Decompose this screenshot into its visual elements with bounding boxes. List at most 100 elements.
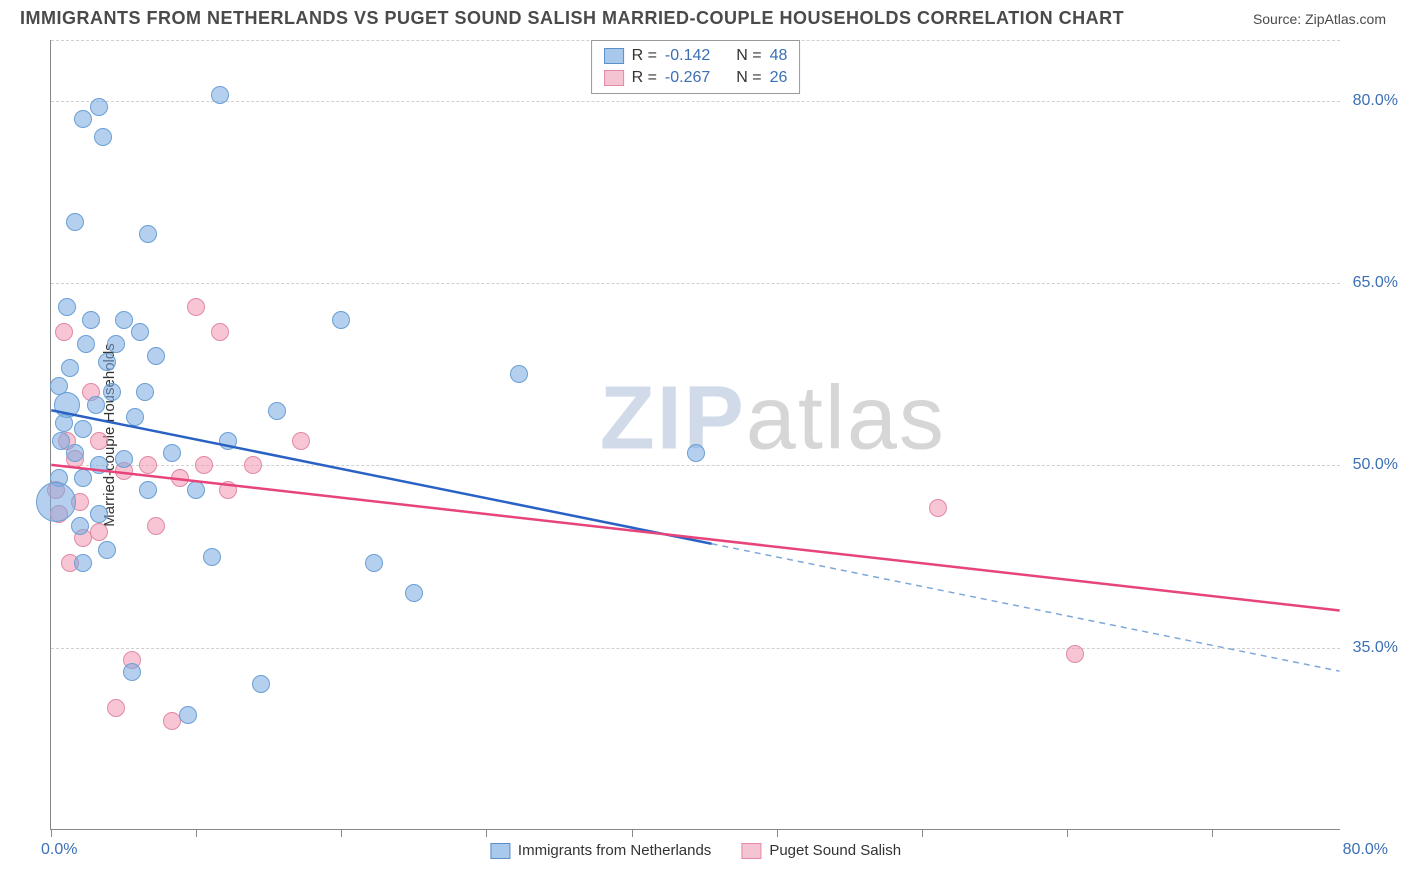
scatter-point — [90, 505, 108, 523]
x-tick — [1212, 829, 1213, 837]
x-tick — [777, 829, 778, 837]
scatter-point — [510, 365, 528, 383]
scatter-point — [55, 414, 73, 432]
scatter-point — [98, 541, 116, 559]
scatter-point — [90, 432, 108, 450]
x-tick — [922, 829, 923, 837]
scatter-point — [126, 408, 144, 426]
scatter-point — [139, 456, 157, 474]
x-tick — [632, 829, 633, 837]
n-label: N = — [736, 69, 761, 87]
scatter-point — [139, 225, 157, 243]
scatter-point — [1066, 645, 1084, 663]
scatter-point — [365, 554, 383, 572]
chart-title: IMMIGRANTS FROM NETHERLANDS VS PUGET SOU… — [20, 8, 1124, 29]
scatter-point — [74, 420, 92, 438]
scatter-point — [66, 213, 84, 231]
scatter-point — [94, 128, 112, 146]
legend-item-blue: Immigrants from Netherlands — [490, 842, 711, 859]
scatter-point — [171, 469, 189, 487]
scatter-point — [66, 444, 84, 462]
scatter-point — [82, 311, 100, 329]
r-label: R = — [632, 69, 657, 87]
scatter-point — [90, 456, 108, 474]
scatter-point — [50, 377, 68, 395]
swatch-blue — [490, 843, 510, 859]
gridline — [51, 283, 1340, 284]
scatter-point — [107, 699, 125, 717]
legend-stats: R = -0.142 N = 48 R = -0.267 N = 26 — [591, 40, 801, 94]
series-label-pink: Puget Sound Salish — [769, 842, 901, 859]
y-tick-label: 65.0% — [1353, 274, 1398, 292]
scatter-point — [115, 311, 133, 329]
scatter-point — [55, 323, 73, 341]
y-tick-label: 50.0% — [1353, 456, 1398, 474]
scatter-point — [107, 335, 125, 353]
scatter-point — [74, 554, 92, 572]
gridline — [51, 648, 1340, 649]
scatter-point — [195, 456, 213, 474]
swatch-pink — [741, 843, 761, 859]
legend-stats-row-pink: R = -0.267 N = 26 — [604, 67, 788, 89]
scatter-point — [147, 347, 165, 365]
x-tick — [196, 829, 197, 837]
scatter-point — [211, 86, 229, 104]
x-tick-label-max: 80.0% — [1343, 841, 1388, 859]
scatter-point — [244, 456, 262, 474]
scatter-point — [58, 298, 76, 316]
legend-series: Immigrants from Netherlands Puget Sound … — [490, 842, 901, 859]
legend-stats-row-blue: R = -0.142 N = 48 — [604, 45, 788, 67]
scatter-point — [36, 482, 76, 522]
scatter-point — [332, 311, 350, 329]
r-value-pink: -0.267 — [665, 69, 710, 87]
scatter-point — [187, 481, 205, 499]
watermark: ZIPatlas — [600, 367, 946, 470]
scatter-point — [123, 663, 141, 681]
scatter-point — [292, 432, 310, 450]
scatter-point — [163, 444, 181, 462]
y-tick-label: 80.0% — [1353, 92, 1398, 110]
chart-container: Married-couple Households ZIPatlas R = -… — [50, 40, 1390, 830]
scatter-point — [187, 298, 205, 316]
legend-item-pink: Puget Sound Salish — [741, 842, 901, 859]
x-tick — [486, 829, 487, 837]
gridline — [51, 101, 1340, 102]
scatter-point — [147, 517, 165, 535]
scatter-point — [131, 323, 149, 341]
scatter-point — [90, 98, 108, 116]
scatter-point — [115, 450, 133, 468]
scatter-point — [252, 675, 270, 693]
scatter-point — [405, 584, 423, 602]
scatter-point — [77, 335, 95, 353]
scatter-point — [74, 110, 92, 128]
scatter-point — [98, 353, 116, 371]
scatter-point — [74, 469, 92, 487]
scatter-point — [90, 523, 108, 541]
scatter-point — [71, 517, 89, 535]
scatter-point — [179, 706, 197, 724]
swatch-pink — [604, 70, 624, 86]
swatch-blue — [604, 48, 624, 64]
regression-lines — [51, 40, 1340, 829]
scatter-point — [103, 383, 121, 401]
scatter-point — [52, 432, 70, 450]
scatter-point — [687, 444, 705, 462]
series-label-blue: Immigrants from Netherlands — [518, 842, 711, 859]
x-tick — [1067, 829, 1068, 837]
watermark-atlas: atlas — [746, 368, 946, 468]
n-label: N = — [736, 47, 761, 65]
x-tick — [341, 829, 342, 837]
scatter-point — [203, 548, 221, 566]
scatter-point — [211, 323, 229, 341]
watermark-zip: ZIP — [600, 368, 746, 468]
scatter-point — [219, 481, 237, 499]
scatter-point — [87, 396, 105, 414]
y-tick-label: 35.0% — [1353, 639, 1398, 657]
n-value-pink: 26 — [770, 69, 788, 87]
x-tick — [51, 829, 52, 837]
x-tick-label-min: 0.0% — [41, 841, 77, 859]
r-label: R = — [632, 47, 657, 65]
scatter-point — [219, 432, 237, 450]
scatter-point — [929, 499, 947, 517]
scatter-point — [268, 402, 286, 420]
